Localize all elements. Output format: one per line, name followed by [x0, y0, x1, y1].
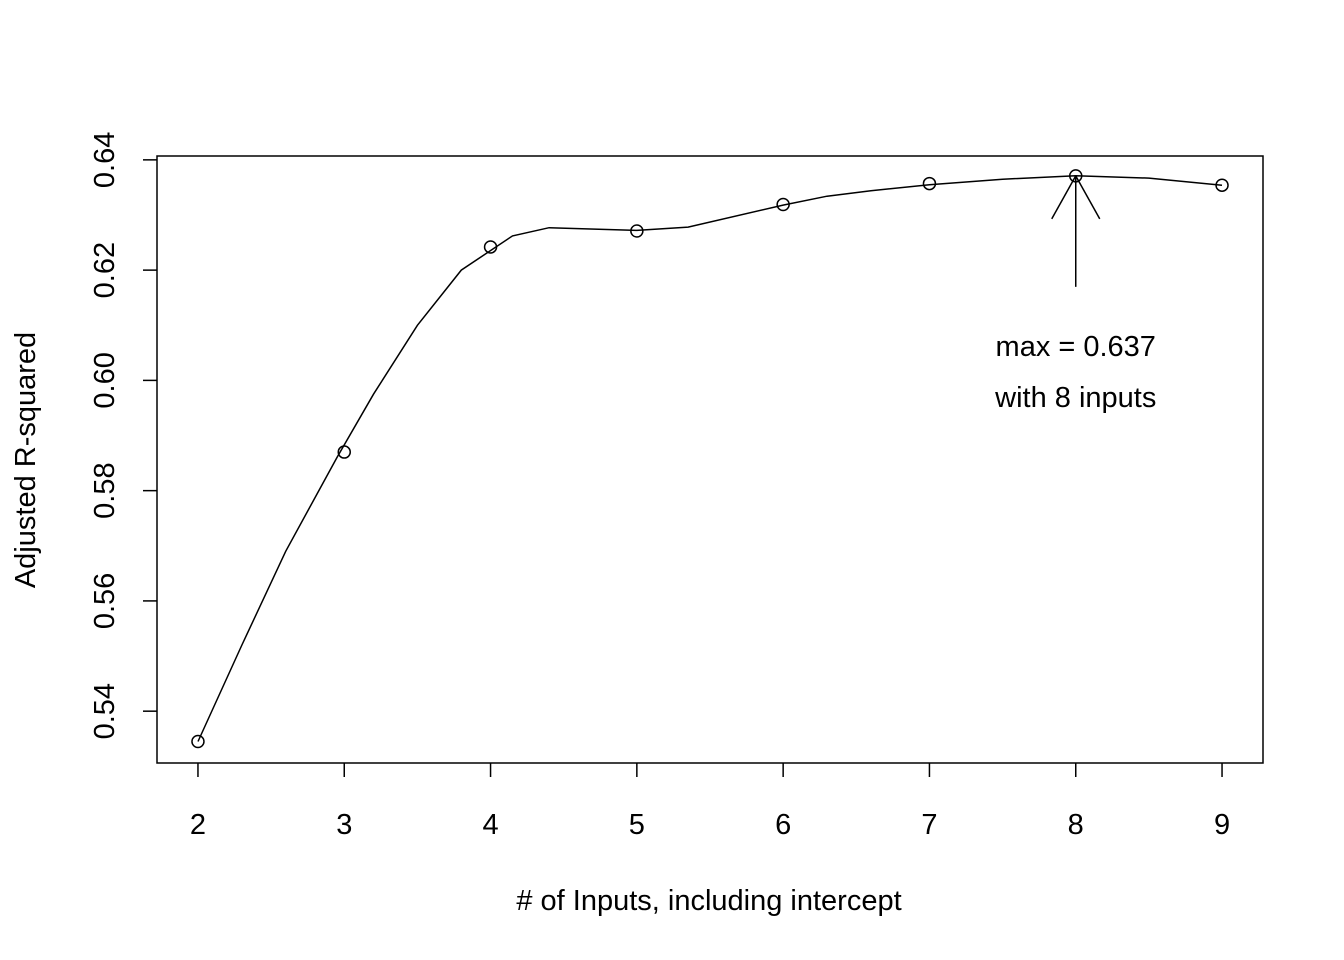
data-point-4 [776, 197, 790, 212]
y-tick-label-4: 0.62 [89, 242, 121, 298]
y-tick-label-2: 0.58 [89, 462, 121, 518]
y-tick-label-5: 0.64 [89, 132, 121, 188]
x-tick-label-7: 9 [1214, 809, 1230, 841]
data-point-1 [337, 445, 352, 459]
series [191, 169, 1229, 749]
x-tick-label-0: 2 [190, 809, 206, 841]
annotation: max = 0.637 with 8 inputs [994, 175, 1156, 414]
y-tick-label-3: 0.60 [89, 352, 121, 408]
data-point-5 [922, 176, 937, 191]
y-axis-label: Adjusted R-squared [10, 332, 42, 588]
data-point-3 [630, 224, 644, 238]
x-tick-label-2: 4 [482, 809, 498, 841]
annotation-line-1: max = 0.637 [996, 331, 1156, 363]
y-tick-label-0: 0.54 [89, 683, 121, 739]
x-tick-label-5: 7 [921, 809, 937, 841]
annotation-arrow-head-left [1051, 175, 1077, 220]
annotation-line-2: with 8 inputs [994, 382, 1156, 414]
x-axis-label: # of Inputs, including intercept [516, 885, 901, 917]
x-tick-label-1: 3 [336, 809, 352, 841]
y-tick-label-1: 0.56 [89, 573, 121, 629]
x-tick-label-6: 8 [1068, 809, 1084, 841]
x-axis: 2 3 4 5 6 7 8 9 [190, 763, 1230, 841]
y-axis: 0.54 0.56 0.58 0.60 0.62 0.64 [89, 132, 157, 739]
plot-frame [156, 155, 1264, 764]
data-point-2 [483, 240, 498, 254]
data-point-7 [1215, 178, 1229, 192]
x-tick-label-3: 5 [629, 809, 645, 841]
data-point-0 [191, 734, 205, 749]
smooth-curve-line [197, 175, 1223, 742]
x-tick-label-4: 6 [775, 809, 791, 841]
annotation-arrow-head-right [1075, 175, 1101, 220]
